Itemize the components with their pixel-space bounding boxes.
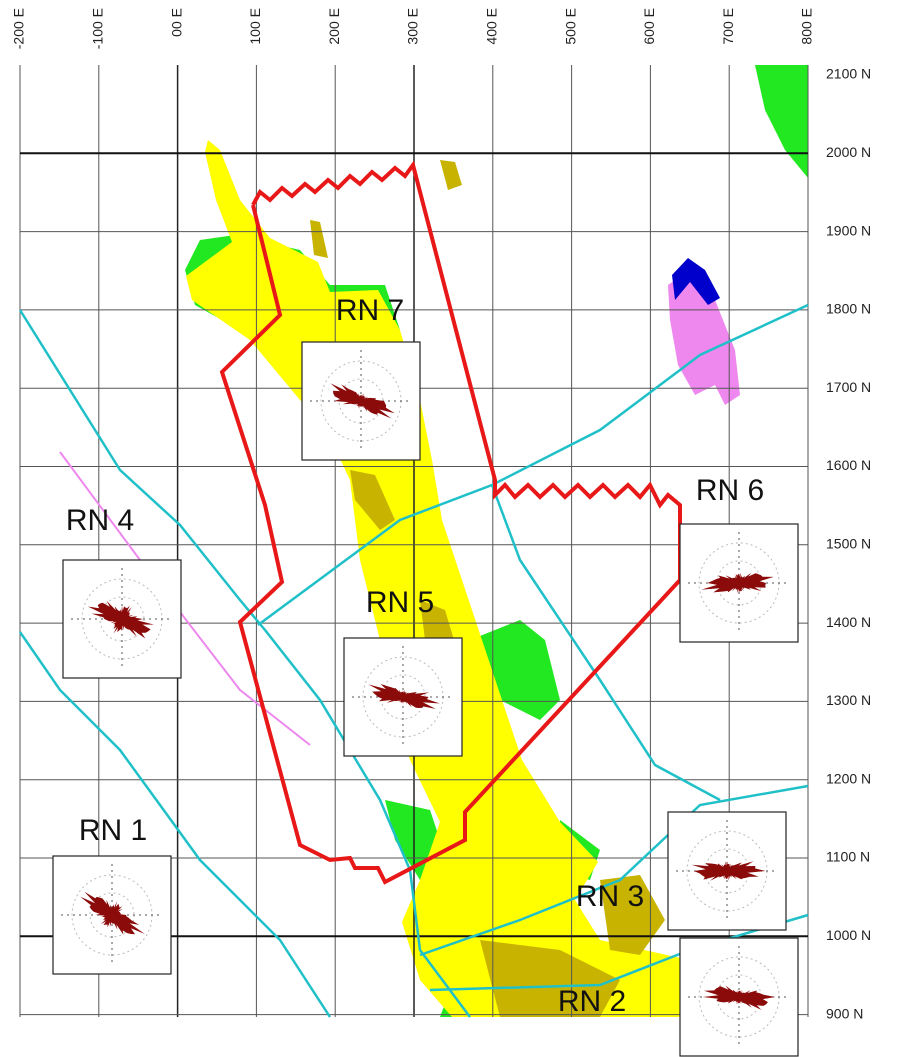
northing-label: 1500 N [826,536,871,552]
northing-label: 2000 N [826,144,871,160]
pink-zone [668,270,740,405]
northing-label: 900 N [826,1005,863,1021]
rose-label: RN 6 [696,474,764,507]
olive-zone [480,940,620,1017]
northing-label: 1600 N [826,457,871,473]
lines [18,160,809,1018]
rose-label: RN 1 [79,814,147,847]
northing-label: 1700 N [826,379,871,395]
green-zone [755,65,808,178]
cyan-line [18,309,472,1018]
olive-zone [440,160,462,190]
rose-label: RN 7 [336,294,404,327]
easting-label: 700 E [720,8,736,45]
rose-petals [691,861,766,881]
rose-label: RN 5 [366,586,434,619]
olive-zone [600,875,665,955]
rose-petals [87,600,154,639]
easting-label: 00 E [168,8,184,37]
easting-label: 100 E [247,8,263,45]
rose-label: RN 2 [558,985,626,1018]
rose-petals [80,891,145,935]
rose-petals [368,684,440,709]
cyan-line [18,631,332,1018]
easting-label: 600 E [641,8,657,45]
easting-label: 500 E [562,8,578,45]
easting-label: 300 E [405,8,421,45]
northing-label: 2100 N [826,66,871,82]
rose-petals [330,383,395,419]
northing-label: 1400 N [826,614,871,630]
easting-label: -200 E [11,8,27,49]
cyan-line [419,784,809,957]
northing-label: 1000 N [826,927,871,943]
rose-label: RN 3 [576,880,644,913]
rose-label: RN 4 [66,504,134,537]
cyan-line [429,913,809,992]
blue-zone [672,258,720,305]
easting-label: -100 E [90,8,106,49]
olive-zone [310,220,328,258]
cyan-line [490,484,721,802]
easting-label: 800 E [799,8,815,45]
cyan-line [257,303,809,627]
magenta-line [59,451,311,746]
northing-label: 1900 N [826,222,871,238]
olive-zone [350,470,395,530]
roses: RN 1 RN 2 RN 3 RN 4 RN 5 RN 6 RN 7 [52,294,799,1057]
rose-petals [702,985,776,1010]
easting-label: 400 E [484,8,500,45]
easting-label: 200 E [326,8,342,45]
northing-label: 1300 N [826,692,871,708]
boundary [219,160,682,885]
northing-label: 1200 N [826,770,871,786]
rose-petals [701,572,774,594]
northing-label: 1100 N [826,849,870,865]
northing-label: 1800 N [826,301,871,317]
